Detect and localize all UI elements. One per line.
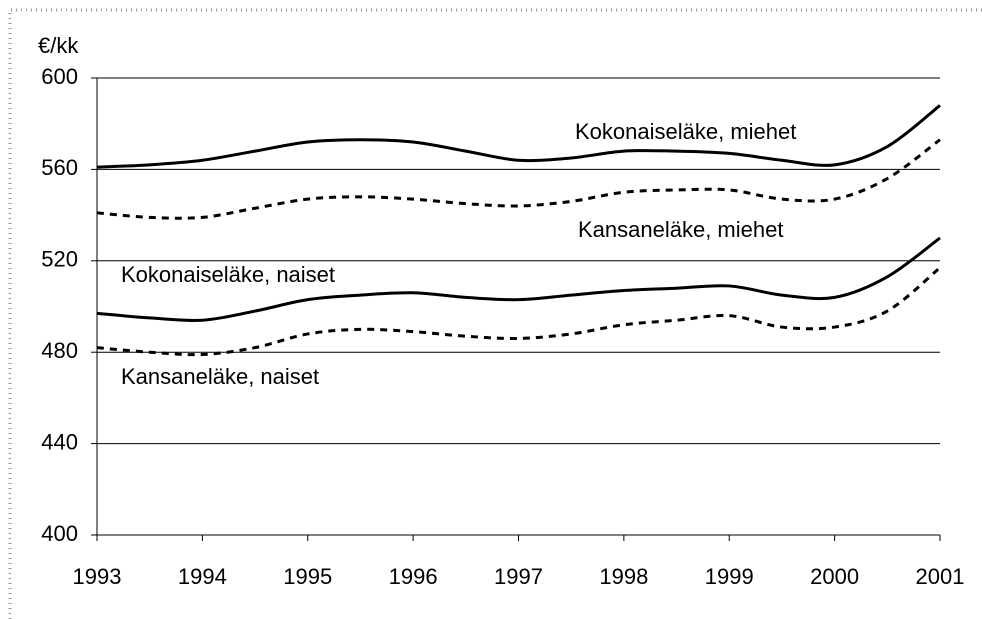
x-tick-label: 2001: [916, 564, 965, 589]
line: [96, 138, 941, 220]
x-tick-label: 1994: [178, 564, 227, 589]
series-label: Kansaneläke, naiset: [121, 364, 319, 389]
x-tick-label: 1998: [599, 564, 648, 589]
y-tick-label: 600: [41, 64, 78, 89]
x-tick-label: 2000: [810, 564, 859, 589]
x-tick-label: 1995: [283, 564, 332, 589]
series-label: Kokonaiseläke, naiset: [121, 262, 335, 287]
x-tick-label: 1996: [389, 564, 438, 589]
y-tick-label: 400: [41, 521, 78, 546]
line: [96, 104, 941, 169]
y-axis-label: €/kk: [38, 33, 79, 58]
y-tick-label: 520: [41, 247, 78, 272]
line: [96, 266, 941, 357]
series-label: Kokonaiseläke, miehet: [575, 119, 796, 144]
frame: [8, 8, 982, 619]
x-tick-label: 1997: [494, 564, 543, 589]
y-tick-label: 560: [41, 155, 78, 180]
series-label: Kansaneläke, miehet: [578, 217, 783, 242]
y-tick-label: 440: [41, 429, 78, 454]
line: [96, 236, 941, 322]
x-tick-label: 1993: [73, 564, 122, 589]
x-tick-label: 1999: [705, 564, 754, 589]
y-tick-label: 480: [41, 338, 78, 363]
